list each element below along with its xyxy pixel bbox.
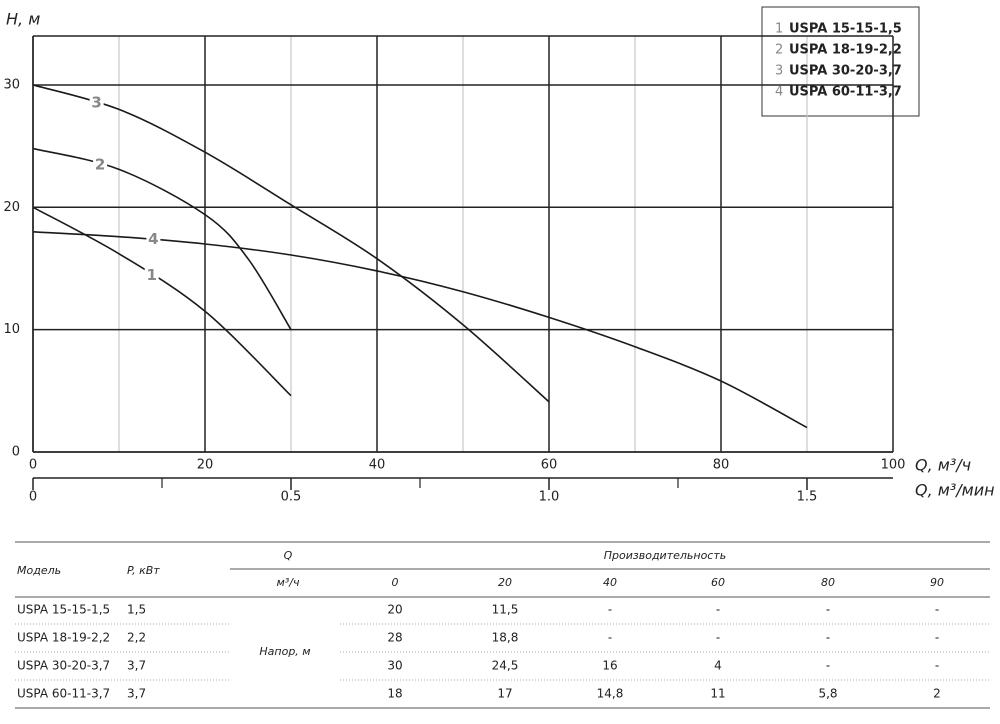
curve-label-bg (93, 155, 108, 174)
x2-tick-label: 1.0 (539, 490, 560, 505)
td-model: USPA 15-15-1,5 (17, 603, 110, 617)
td-head: 16 (602, 659, 617, 673)
td-head: - (935, 659, 939, 673)
td-head: 11,5 (492, 603, 519, 617)
curve-label-bg (89, 94, 104, 113)
x-tick-label: 20 (197, 458, 214, 473)
td-head: - (608, 631, 612, 645)
curve-label: 2 (95, 155, 105, 173)
x2-tick-label: 0.5 (281, 490, 302, 505)
td-head: 14,8 (597, 687, 624, 701)
curve-label: 4 (148, 230, 158, 248)
td-head: 20 (387, 603, 402, 617)
td-head: 11 (710, 687, 725, 701)
th-flow: 20 (498, 576, 512, 589)
td-head: - (826, 631, 830, 645)
x2-tick-label: 0 (29, 490, 37, 505)
curve (32, 206, 292, 397)
th-flow: 0 (392, 576, 399, 589)
y-tick-label: 20 (3, 200, 20, 215)
x2-axis-label: Q, м³/мин (915, 481, 995, 500)
td-head: - (935, 631, 939, 645)
legend-number: 1 (775, 22, 783, 37)
x-tick-label: 100 (881, 458, 906, 473)
y-tick-label: 10 (3, 322, 20, 337)
td-head: 30 (387, 659, 402, 673)
legend-name: USPA 30-20-3,7 (789, 64, 902, 79)
td-head: - (935, 603, 939, 617)
x-tick-label: 40 (369, 458, 386, 473)
y-tick-label: 30 (3, 77, 20, 92)
td-power: 2,2 (127, 631, 146, 645)
td-head: - (826, 603, 830, 617)
curve-label-bg (146, 230, 161, 249)
td-head: - (716, 631, 720, 645)
td-head: 28 (387, 631, 402, 645)
th-flow: 40 (603, 576, 617, 589)
td-power: 3,7 (127, 687, 146, 701)
td-head: 5,8 (818, 687, 837, 701)
curve (32, 230, 808, 429)
x2-tick-label: 1.5 (797, 490, 818, 505)
td-power: 1,5 (127, 603, 146, 617)
td-head: - (826, 659, 830, 673)
th-performance: Производительность (604, 549, 727, 562)
legend-name: USPA 15-15-1,5 (789, 22, 902, 37)
td-head: - (716, 603, 720, 617)
td-model: USPA 60-11-3,7 (17, 687, 110, 701)
th-flow: 60 (711, 576, 725, 589)
curve-label-bg (144, 266, 159, 285)
legend-number: 3 (775, 64, 783, 79)
y-tick-label: 0 (12, 445, 20, 460)
td-head: 18 (387, 687, 402, 701)
td-head: 24,5 (492, 659, 519, 673)
y-axis-label: H, м (6, 10, 40, 29)
th-power: P, кВт (127, 564, 160, 577)
td-model: USPA 18-19-2,2 (17, 631, 110, 645)
td-head: - (608, 603, 612, 617)
td-power: 3,7 (127, 659, 146, 673)
legend-name: USPA 18-19-2,2 (789, 43, 902, 58)
th-model: Модель (17, 564, 61, 577)
x-tick-label: 0 (29, 458, 37, 473)
x-axis-label: Q, м³/ч (915, 456, 971, 475)
legend-number: 4 (775, 85, 783, 100)
curve (32, 84, 550, 403)
legend-name: USPA 60-11-3,7 (789, 85, 902, 100)
curve-label: 1 (146, 266, 156, 284)
td-head: 18,8 (492, 631, 519, 645)
th-flow: 80 (821, 576, 835, 589)
td-model: USPA 30-20-3,7 (17, 659, 110, 673)
curve (32, 147, 292, 331)
x-tick-label: 80 (713, 458, 730, 473)
th-unit: м³/ч (277, 576, 300, 589)
td-head: 17 (497, 687, 512, 701)
td-head: 4 (714, 659, 722, 673)
th-flow: 90 (930, 576, 944, 589)
legend-number: 2 (775, 43, 783, 58)
head-label: Напор, м (259, 645, 310, 658)
x-tick-label: 60 (541, 458, 558, 473)
th-q: Q (284, 549, 293, 562)
curve-label: 3 (91, 94, 101, 112)
td-head: 2 (933, 687, 941, 701)
